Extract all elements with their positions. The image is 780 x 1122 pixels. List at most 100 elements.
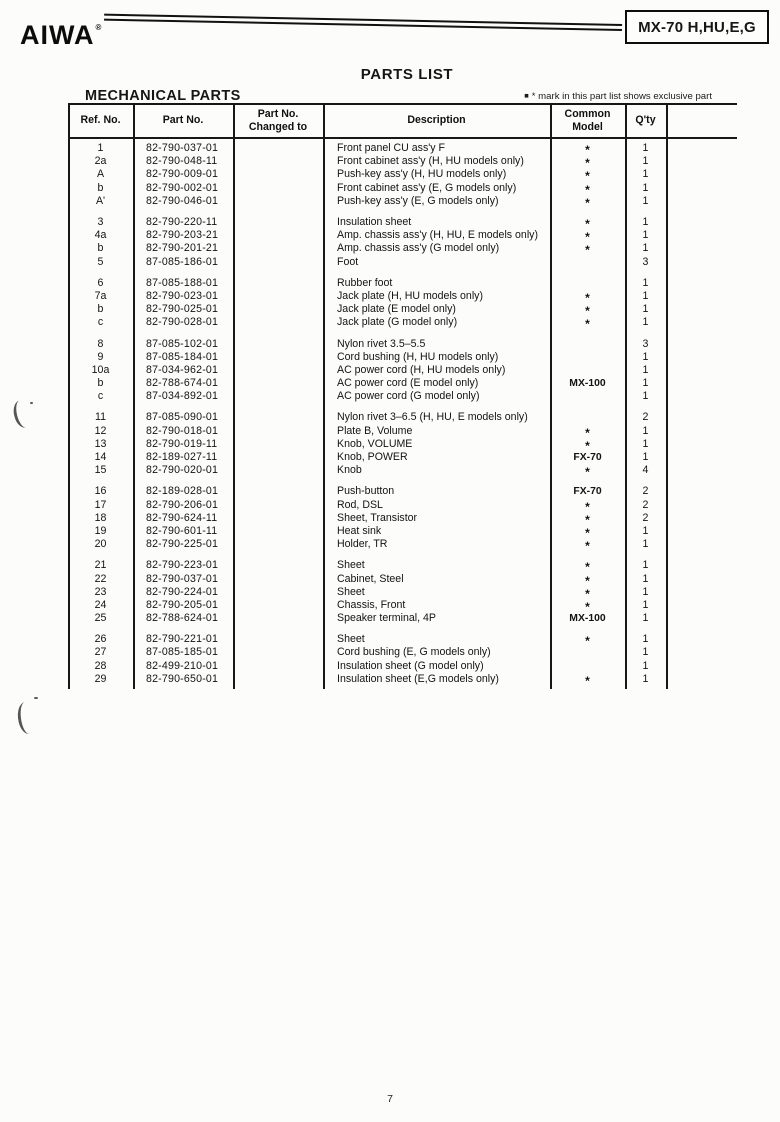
- common-model-cell: *: [585, 290, 590, 305]
- description-cell: Sheet: [337, 633, 365, 646]
- part-no-cell: 87-085-184-01: [146, 350, 219, 363]
- part-no-cell: 82-788-624-01: [146, 612, 219, 625]
- part-no-cell: 82-790-018-01: [146, 424, 219, 437]
- scan-artifact: [15, 700, 39, 736]
- table-row: 27 87-085-185-01 Cord bushing (E, G models…: [68, 646, 737, 659]
- ref-no-cell: b: [97, 303, 104, 316]
- square-bullet-icon: ■: [524, 91, 529, 100]
- description-cell: Heat sink: [337, 524, 382, 537]
- qty-cell: 1: [642, 142, 649, 155]
- part-no-cell: 82-790-019-11: [146, 437, 218, 450]
- common-model-cell: *: [585, 673, 590, 688]
- description-cell: Chassis, Front: [337, 598, 406, 611]
- table-row: 23 82-790-224-01 Sheet * 1: [68, 586, 737, 601]
- qty-cell: 1: [642, 646, 649, 659]
- common-model-cell: *: [585, 317, 590, 332]
- table-row: 16 82-189-028-01 Push-button FX-70 2: [68, 485, 737, 498]
- ref-no-cell: 2a: [94, 155, 107, 168]
- ref-no-cell: 4a: [94, 229, 107, 242]
- col-header-part-no: Part No.: [162, 114, 204, 126]
- scan-artifact-speck: [30, 402, 33, 404]
- part-no-cell: 82-790-048-11: [146, 155, 218, 168]
- table-vertical-line: [625, 103, 627, 689]
- common-model-cell: *: [585, 156, 590, 171]
- qty-cell: 2: [642, 498, 649, 511]
- table-row: 15 82-790-020-01 Knob * 4: [68, 464, 737, 479]
- ref-no-cell: 9: [97, 350, 104, 363]
- table-row: b 82-790-002-01 Front cabinet ass'y (E, G …: [68, 181, 737, 197]
- table-vertical-line: [666, 103, 668, 689]
- table-row: 28 82-499-210-01 Insulation sheet (G model…: [68, 660, 737, 673]
- description-cell: Cord bushing (H, HU models only): [337, 350, 499, 363]
- table-row: 19 82-790-601-11 Heat sink * 1: [68, 524, 737, 540]
- header-double-rule: [104, 13, 623, 32]
- row-group: 11 87-085-090-01 Nylon rivet 3–6.5 (H, HU,…: [68, 411, 737, 479]
- ref-no-cell: 14: [94, 451, 107, 464]
- part-no-cell: 82-790-203-21: [146, 229, 219, 242]
- common-model-cell: *: [585, 586, 590, 601]
- col-header-line: Common: [564, 108, 611, 120]
- description-cell: Nylon rivet 3.5–5.5: [337, 337, 426, 350]
- description-cell: Push-key ass'y (H, HU models only): [337, 168, 507, 181]
- table-row: 9 87-085-184-01 Cord bushing (H, HU models…: [68, 351, 737, 364]
- col-header-ref-no: Ref. No.: [80, 114, 121, 126]
- description-cell: Holder, TR: [337, 538, 388, 551]
- part-no-cell: 82-790-046-01: [146, 194, 219, 207]
- common-model-cell: *: [585, 573, 590, 588]
- part-no-cell: 82-189-027-11: [146, 451, 218, 464]
- common-model-cell: MX-100: [569, 378, 606, 390]
- qty-cell: 4: [642, 464, 649, 477]
- qty-cell: 1: [642, 572, 649, 585]
- qty-cell: 3: [642, 255, 649, 268]
- table-row: 18 82-790-624-11 Sheet, Transistor * 2: [68, 511, 737, 527]
- qty-cell: 1: [642, 612, 649, 625]
- ref-no-cell: 7a: [94, 289, 107, 302]
- ref-no-cell: 1: [97, 142, 104, 155]
- part-no-cell: 82-790-205-01: [146, 598, 219, 611]
- ref-no-cell: b: [97, 181, 104, 194]
- col-header-line: Model: [572, 120, 603, 133]
- ref-no-cell: A': [95, 194, 106, 207]
- common-model-cell: *: [585, 230, 590, 245]
- ref-no-cell: b: [97, 377, 104, 390]
- common-model-cell: *: [585, 512, 590, 527]
- part-no-cell: 82-790-023-01: [146, 289, 219, 302]
- page-title: PARTS LIST: [360, 66, 454, 83]
- part-no-cell: 82-790-037-01: [146, 142, 219, 155]
- common-model-cell: FX-70: [573, 486, 602, 498]
- aiwa-logo: AIWA®: [20, 20, 101, 51]
- ref-no-cell: 21: [94, 559, 107, 572]
- table-row: 14 82-189-027-11 Knob, POWER FX-70 1: [68, 451, 737, 464]
- ref-no-cell: 12: [94, 424, 107, 437]
- part-no-cell: 82-790-025-01: [146, 303, 219, 316]
- ref-no-cell: 19: [94, 524, 107, 537]
- part-no-cell: 87-085-102-01: [146, 337, 219, 350]
- qty-cell: 1: [642, 194, 649, 207]
- part-no-cell: 82-790-002-01: [146, 181, 219, 194]
- qty-cell: 1: [642, 276, 649, 289]
- table-row: 5 87-085-186-01 Foot 3: [68, 256, 737, 269]
- qty-cell: 1: [642, 672, 649, 685]
- common-model-cell: *: [585, 243, 590, 258]
- table-row: 21 82-790-223-01 Sheet * 1: [68, 559, 737, 574]
- part-no-cell: 82-790-037-01: [146, 572, 219, 585]
- common-model-cell: *: [585, 217, 590, 232]
- ref-no-cell: 17: [94, 498, 107, 511]
- description-cell: Foot: [337, 255, 359, 268]
- ref-no-cell: 27: [94, 646, 107, 659]
- ref-no-cell: 18: [94, 511, 107, 524]
- common-model-cell: *: [585, 143, 590, 158]
- ref-no-cell: 5: [97, 255, 104, 268]
- part-no-cell: 82-790-225-01: [146, 538, 219, 551]
- ref-no-cell: 25: [94, 612, 107, 625]
- description-cell: Knob, VOLUME: [337, 437, 413, 450]
- table-row: b 82-790-025-01 Jack plate (E model only) *…: [68, 303, 737, 318]
- col-header-line: Part No.: [257, 108, 299, 120]
- part-no-cell: 82-788-674-01: [146, 377, 219, 390]
- description-cell: Nylon rivet 3–6.5 (H, HU, E models only): [337, 411, 528, 424]
- description-cell: Knob: [337, 464, 362, 477]
- qty-cell: 1: [642, 424, 649, 437]
- table-row: 26 82-790-221-01 Sheet * 1: [68, 633, 737, 648]
- ref-no-cell: 10a: [91, 363, 110, 376]
